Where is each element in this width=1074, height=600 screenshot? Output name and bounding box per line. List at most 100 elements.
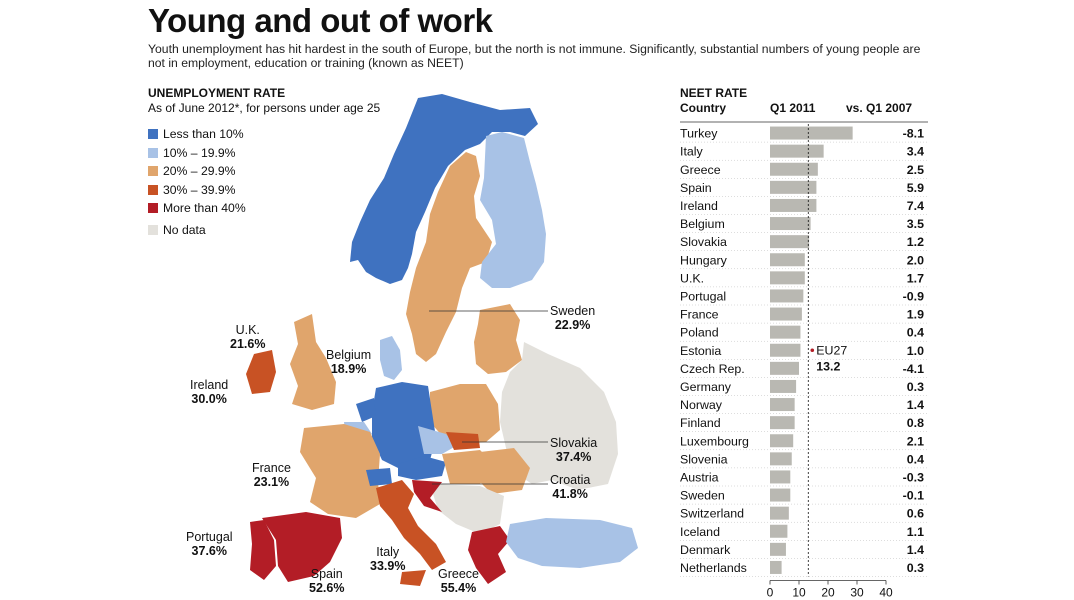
legend-label: 30% – 39.9% [163,182,236,197]
map-region-portugal [250,520,276,580]
map-heading: UNEMPLOYMENT RATE [148,86,286,100]
neet-change-value: 3.5 [907,217,924,231]
map-label-uk: U.K. 21.6% [230,323,266,351]
neet-country-label: Iceland [680,525,720,539]
map-region-switzerland [366,468,392,486]
neet-bar [770,488,791,502]
neet-country-label: Ireland [680,199,718,213]
legend-item: Less than 10% [148,125,246,144]
neet-bar [770,325,801,339]
neet-country-label: Hungary [680,253,728,267]
neet-bar [770,126,853,140]
neet-country-label: Sweden [680,489,725,503]
neet-change-value: 1.2 [907,235,924,249]
neet-change-value: 2.0 [907,253,924,267]
neet-header-change: vs. Q1 2007 [846,101,913,115]
neet-country-label: Slovenia [680,452,728,466]
neet-country-label: Czech Rep. [680,362,745,376]
neet-bar [770,198,817,212]
neet-bar [770,217,811,231]
page-subtitle: Youth unemployment has hit hardest in th… [148,42,921,70]
neet-change-value: -0.3 [903,470,924,484]
neet-change-value: 1.4 [907,398,924,412]
neet-bar [770,524,788,538]
neet-bar [770,144,824,158]
neet-change-value: -0.9 [903,289,924,303]
map-region-greece [468,526,510,584]
neet-change-value: 1.1 [907,525,924,539]
neet-country-label: Italy [680,145,704,159]
neet-country-label: Turkey [680,127,718,141]
neet-change-value: 2.1 [907,434,924,448]
neet-country-label: Luxembourg [680,434,749,448]
map-label-croatia: Croatia 41.8% [550,473,591,501]
map-region-italy [376,480,446,586]
neet-bar [770,361,799,375]
neet-bar [770,253,805,267]
legend-label: Less than 10% [163,127,244,142]
legend-swatch [148,203,158,214]
map-region-finland [480,132,546,288]
neet-header-rate: Q1 2011 [770,101,816,115]
neet-bar [770,180,817,194]
neet-country-label: Norway [680,398,723,412]
map-label-sweden: Sweden 22.9% [550,304,596,332]
legend-label: 10% – 19.9% [163,145,236,160]
neet-bar [770,235,810,249]
neet-change-value: 0.3 [907,380,924,394]
neet-chart-title: NEET RATE [680,86,748,100]
map-region-spain [262,512,342,582]
map-region-sweden [406,152,492,362]
neet-change-value: 0.4 [907,452,924,466]
legend-item: 10% – 19.9% [148,144,246,163]
neet-bar [770,452,792,466]
legend-item: 20% – 29.9% [148,162,246,181]
map-region-denmark [380,336,402,380]
neet-change-value: 1.9 [907,308,924,322]
map-label-slovakia: Slovakia 37.4% [550,436,598,464]
map-region-austria [398,456,446,480]
map-region-balkans [430,484,504,534]
map-label-spain: Spain 52.6% [309,567,345,595]
neet-bar [770,271,805,285]
map-note: As of June 2012*, for persons under age … [148,101,381,115]
neet-change-value: 1.7 [907,271,924,285]
neet-change-value: 7.4 [907,199,924,213]
neet-change-value: -4.1 [903,362,924,376]
neet-rate-chart: Turkey -8.1 Italy 3.4 Greece 2.5 Spain 5.9 Irela… [680,121,928,600]
x-tick-label: 30 [850,586,864,600]
map-label-belgium: Belgium 18.9% [326,348,372,376]
neet-change-value: 0.4 [907,326,924,340]
map-region-germany [372,382,436,468]
neet-country-label: Spain [680,181,712,195]
eu27-value: 13.2 [816,359,840,373]
neet-country-label: Switzerland [680,507,744,521]
neet-bar [770,560,782,574]
neet-bar [770,506,789,520]
legend-item: More than 40% [148,199,246,218]
neet-country-label: Denmark [680,543,731,557]
neet-country-label: Greece [680,163,721,177]
map-region-uk [290,314,336,410]
legend-item-no-data: No data [148,223,206,237]
neet-country-label: Germany [680,380,732,394]
neet-change-value: 0.8 [907,416,924,430]
neet-country-label: Finland [680,416,721,430]
legend-label: More than 40% [163,201,246,216]
neet-bar [770,416,795,430]
neet-bar [770,289,804,303]
neet-country-label: Slovakia [680,235,727,249]
legend-swatch [148,184,158,195]
x-tick-label: 0 [767,586,774,600]
page-title: Young and out of work [148,2,493,39]
eu27-label: EU27 [816,343,847,357]
legend-label: No data [163,223,206,237]
legend-swatch [148,147,158,158]
neet-bar [770,470,791,484]
legend-swatch [148,225,158,235]
neet-header-country: Country [680,101,726,115]
neet-bar [770,343,801,357]
map-region-norway [350,94,538,284]
europe-map [246,94,638,586]
neet-change-value: -8.1 [903,127,924,141]
